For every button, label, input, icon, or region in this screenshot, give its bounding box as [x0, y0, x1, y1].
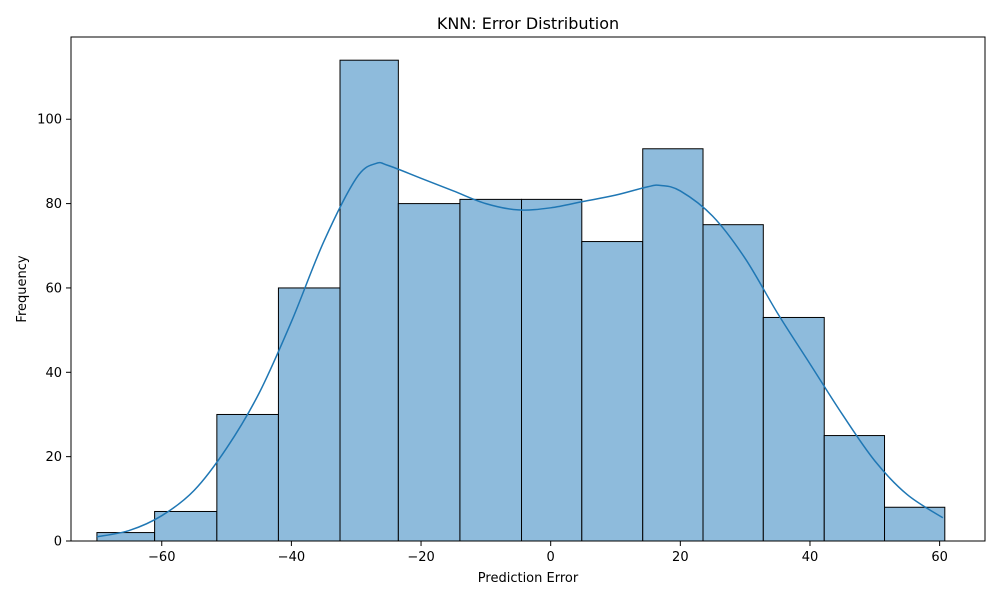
x-tick-label: 0	[547, 550, 555, 565]
y-tick-label: 40	[45, 366, 62, 381]
x-tick-label: −60	[148, 550, 175, 565]
histogram-bar	[521, 198, 583, 542]
x-tick-label: 20	[672, 550, 689, 565]
y-tick-label: 0	[54, 535, 62, 550]
histogram-bar	[642, 148, 704, 542]
y-axis-ticks: 0 20 40 60 80 100	[37, 113, 71, 550]
axes-frame	[70, 36, 986, 542]
kde-curve	[96, 161, 944, 538]
histogram-bar	[154, 510, 218, 542]
histogram-bar	[397, 203, 461, 542]
histogram-bar	[702, 224, 764, 542]
x-tick-label: 40	[802, 550, 819, 565]
x-tick-label: −20	[407, 550, 434, 565]
x-axis-label: Prediction Error	[478, 571, 579, 586]
x-tick-label: 60	[931, 550, 948, 565]
y-tick-label: 60	[45, 281, 62, 296]
histogram-bar	[339, 59, 399, 542]
histogram-bar	[823, 435, 886, 542]
chart-title: KNN: Error Distribution	[437, 14, 619, 33]
x-axis-ticks: −60 −40 −20 0 20 40 60	[148, 541, 948, 565]
histogram-bar	[216, 413, 279, 542]
histogram-bar	[581, 241, 644, 542]
histogram-bar	[96, 532, 156, 542]
histogram-bar	[884, 506, 946, 542]
histogram-bar	[459, 198, 523, 542]
y-axis-label: Frequency	[15, 255, 30, 322]
histogram-bar	[762, 316, 825, 542]
x-tick-label: −40	[278, 550, 305, 565]
y-tick-label: 80	[45, 197, 62, 212]
histogram-bars	[96, 59, 946, 542]
y-tick-label: 20	[45, 450, 62, 465]
histogram-bar	[277, 287, 341, 542]
y-tick-label: 100	[37, 113, 62, 128]
